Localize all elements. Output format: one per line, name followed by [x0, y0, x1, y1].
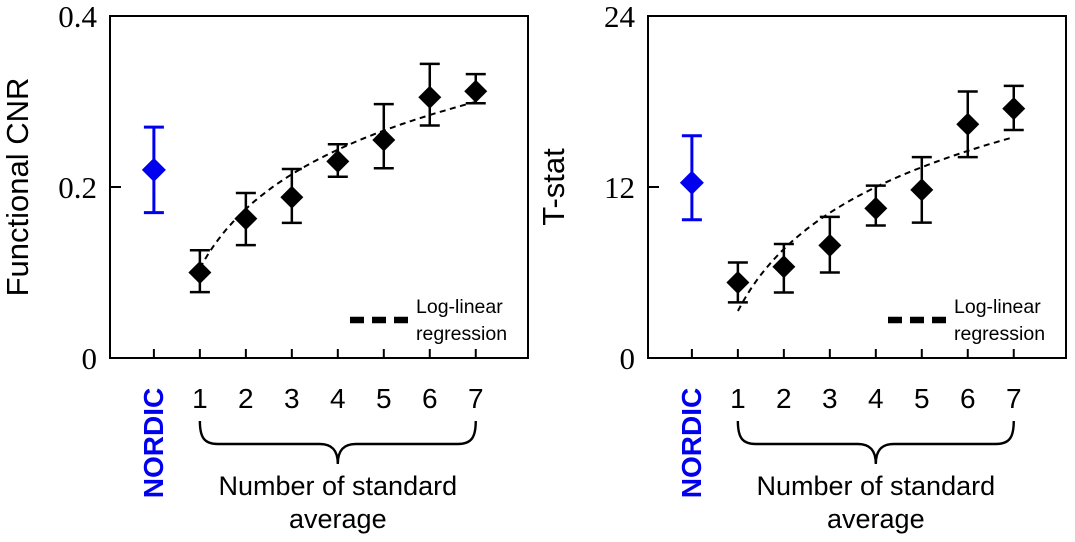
data-point [418, 62, 442, 127]
data-point [464, 72, 488, 105]
diamond-marker [234, 207, 258, 231]
diamond-marker [679, 170, 704, 195]
diamond-marker [188, 261, 212, 284]
nordic-data-point [141, 125, 166, 215]
y-axis-title: Functional CNR [0, 78, 35, 297]
diamond-marker [726, 270, 750, 294]
x-tick-label: 1 [192, 383, 208, 414]
diamond-marker [464, 79, 488, 103]
x-tick-label: 7 [468, 383, 484, 414]
data-point [234, 191, 258, 247]
diamond-marker [772, 255, 796, 279]
y-axis-title: T-stat [538, 148, 571, 226]
y-tick-label: 24 [604, 0, 636, 34]
diamond-marker [141, 157, 166, 182]
diamond-marker [418, 85, 442, 109]
data-point [772, 242, 796, 294]
x-axis-title-line2: average [827, 504, 925, 534]
brace [736, 420, 1015, 465]
x-tick-label: 6 [960, 383, 976, 414]
legend-label-line2: regression [416, 323, 507, 345]
data-point [956, 90, 980, 159]
diamond-marker [280, 185, 304, 209]
nordic-x-label: NORDIC [676, 388, 707, 498]
data-point [726, 261, 750, 304]
x-tick-label: 3 [284, 383, 300, 414]
x-tick-label: 1 [730, 383, 746, 414]
left-panel-chart: 0 0.2 0.4 Functional CNR Log-linear regressio… [0, 0, 529, 534]
data-point [1002, 84, 1026, 132]
x-tick-label: 2 [238, 383, 254, 414]
x-axis-title-line1: Number of standard [756, 471, 995, 501]
x-tick-label: 5 [376, 383, 392, 414]
y-tick-label: 12 [604, 170, 635, 205]
x-tick-label: 5 [914, 383, 930, 414]
diamond-marker [956, 112, 980, 136]
nordic-x-label: NORDIC [138, 388, 169, 498]
legend-label-line1: Log-linear [954, 296, 1041, 318]
diamond-marker [1002, 97, 1026, 121]
data-point [818, 215, 842, 274]
x-tick-label: 3 [822, 383, 838, 414]
diamond-marker [372, 128, 396, 152]
diamond-marker [910, 178, 934, 202]
data-point [864, 184, 888, 227]
diamond-marker [864, 196, 888, 220]
y-tick-label: 0 [620, 341, 636, 376]
legend-label-line1: Log-linear [416, 296, 503, 318]
diamond-marker [818, 233, 842, 257]
x-tick-label: 7 [1006, 383, 1022, 414]
brace [198, 420, 477, 465]
data-point [372, 102, 396, 170]
x-tick-label: 6 [422, 383, 438, 414]
diamond-marker [326, 149, 350, 173]
y-tick-label: 0.4 [58, 0, 97, 34]
regression-curve [199, 100, 476, 269]
data-point [280, 167, 304, 225]
y-tick-label: 0.2 [58, 170, 97, 205]
legend-label-line2: regression [954, 323, 1045, 345]
x-axis-title-line2: average [289, 504, 387, 534]
x-tick-label: 4 [868, 383, 884, 414]
data-point [326, 143, 350, 178]
x-tick-label: 2 [776, 383, 792, 414]
y-tick-label: 0 [82, 341, 98, 376]
x-axis-title-line1: Number of standard [218, 471, 457, 501]
nordic-data-point [679, 134, 704, 222]
x-tick-label: 4 [330, 383, 346, 414]
data-point [910, 155, 934, 224]
data-point [188, 249, 212, 294]
